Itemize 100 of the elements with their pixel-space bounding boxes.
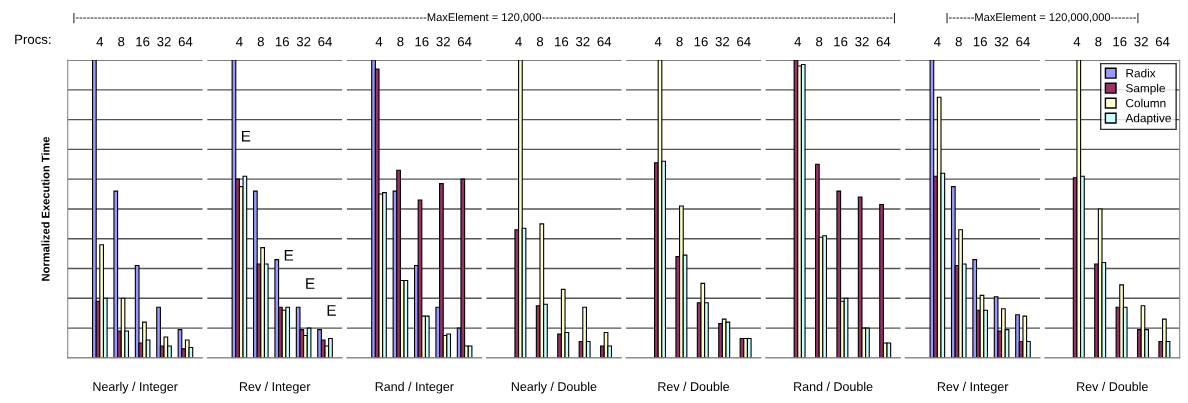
x-axis-title: Rev / Double xyxy=(1077,381,1148,391)
bar xyxy=(582,306,587,358)
x-tick-label: 16 xyxy=(415,36,429,47)
x-axis-title: Nearly / Integer xyxy=(93,381,178,394)
x-tick-label: 8 xyxy=(536,36,544,47)
bar xyxy=(1076,60,1082,358)
bar xyxy=(460,178,466,358)
x-tick-label: 4 xyxy=(933,37,941,47)
x-tick-label: 16 xyxy=(136,36,150,47)
x-tick-label: 8 xyxy=(676,36,683,47)
bar xyxy=(822,235,828,358)
bar xyxy=(424,315,430,358)
bar xyxy=(99,244,105,358)
x-tick-label: 4 xyxy=(375,37,383,47)
x-tick-label: 8 xyxy=(1095,36,1102,47)
x-tick-label: 32 xyxy=(715,36,730,47)
annotation: E xyxy=(241,130,251,142)
bar xyxy=(403,279,409,358)
bar xyxy=(328,337,333,358)
bar xyxy=(242,175,248,358)
x-tick-label: 16 xyxy=(1113,36,1127,47)
x-tick-label: 16 xyxy=(973,36,987,47)
bar xyxy=(958,229,963,358)
x-tick-label: 4 xyxy=(515,37,522,47)
bar xyxy=(134,264,140,358)
x-tick-label: 32 xyxy=(436,36,450,47)
y-axis-title: Normalized Execution Time xyxy=(41,136,50,281)
x-tick-label: 8 xyxy=(955,36,962,47)
x-tick-label: 32 xyxy=(1134,36,1148,47)
text: |-------MaxElement = 120,000,000-------| xyxy=(946,12,1139,24)
x-tick-label: 64 xyxy=(737,36,751,47)
bar xyxy=(518,60,523,358)
x-tick-label: 32 xyxy=(296,36,311,47)
x-axis-title: Rev / Double xyxy=(658,381,730,391)
bar xyxy=(746,337,752,358)
bar xyxy=(836,190,842,358)
bar xyxy=(142,321,147,358)
x-tick-label: 64 xyxy=(1016,36,1030,47)
bar xyxy=(1015,314,1020,358)
bar xyxy=(231,60,237,358)
x-tick-label: 4 xyxy=(794,37,802,47)
bar xyxy=(446,333,452,358)
bar xyxy=(439,183,444,358)
x-tick-label: 16 xyxy=(694,36,708,47)
bar xyxy=(679,205,684,358)
x-tick-label: 64 xyxy=(597,36,612,47)
bar xyxy=(1119,284,1124,358)
bar xyxy=(382,192,387,358)
bar xyxy=(879,203,884,358)
x-tick-label: 32 xyxy=(994,36,1009,47)
bar xyxy=(306,327,312,358)
bar xyxy=(539,223,545,358)
x-tick-label: 16 xyxy=(834,36,848,47)
bar xyxy=(1001,308,1006,358)
x-tick-label: 16 xyxy=(275,36,289,47)
x-axis-title: Rand / Double xyxy=(794,381,873,391)
bar xyxy=(1022,315,1028,358)
bar xyxy=(91,60,97,358)
legend-label: Column xyxy=(1126,98,1166,108)
bar xyxy=(814,163,820,358)
x-tick-label: 64 xyxy=(318,36,332,47)
x-axis-title: Rev / Integer xyxy=(937,381,1009,394)
x-tick-label: 32 xyxy=(855,36,869,47)
bar xyxy=(972,259,978,358)
x-tick-label: 64 xyxy=(178,36,193,47)
legend-label: Sample xyxy=(1126,83,1165,95)
bar xyxy=(843,297,849,358)
bar xyxy=(317,329,322,358)
bar xyxy=(467,345,473,358)
bar xyxy=(865,327,870,358)
bar xyxy=(156,306,161,358)
x-tick-label: 8 xyxy=(397,36,404,47)
x-tick-label: 64 xyxy=(876,36,891,47)
bar xyxy=(857,196,863,358)
x-tick-label: 64 xyxy=(1155,36,1170,47)
bar xyxy=(725,321,731,358)
annotation: E xyxy=(306,278,315,289)
x-tick-label: 8 xyxy=(816,36,823,47)
x-tick-label: 32 xyxy=(575,36,590,47)
x-tick-label: 64 xyxy=(457,36,472,47)
legend-label: Radix xyxy=(1126,68,1156,78)
bar xyxy=(252,190,258,358)
x-axis-title: Nearly / Double xyxy=(511,381,597,394)
annotation: E xyxy=(284,250,294,261)
bar xyxy=(800,63,806,358)
text: Procs: xyxy=(15,34,51,45)
bar xyxy=(163,336,169,358)
annotation: E xyxy=(327,305,336,316)
x-tick-label: 4 xyxy=(236,37,243,47)
bar xyxy=(285,306,291,358)
x-tick-label: 4 xyxy=(96,37,104,47)
bar xyxy=(1162,318,1167,358)
text: |-----------------------------------------------------------------------------------------------MaxElement = 120,000-----------------------------------------------------------------------------------------------| xyxy=(73,12,895,24)
bar xyxy=(886,342,892,358)
x-axis-title: Rev / Integer xyxy=(239,381,311,394)
bar xyxy=(274,259,280,358)
x-tick-label: 32 xyxy=(157,36,171,47)
x-tick-label: 4 xyxy=(654,37,662,47)
x-axis-title: Rand / Integer xyxy=(375,381,454,394)
x-tick-label: 8 xyxy=(118,36,125,47)
